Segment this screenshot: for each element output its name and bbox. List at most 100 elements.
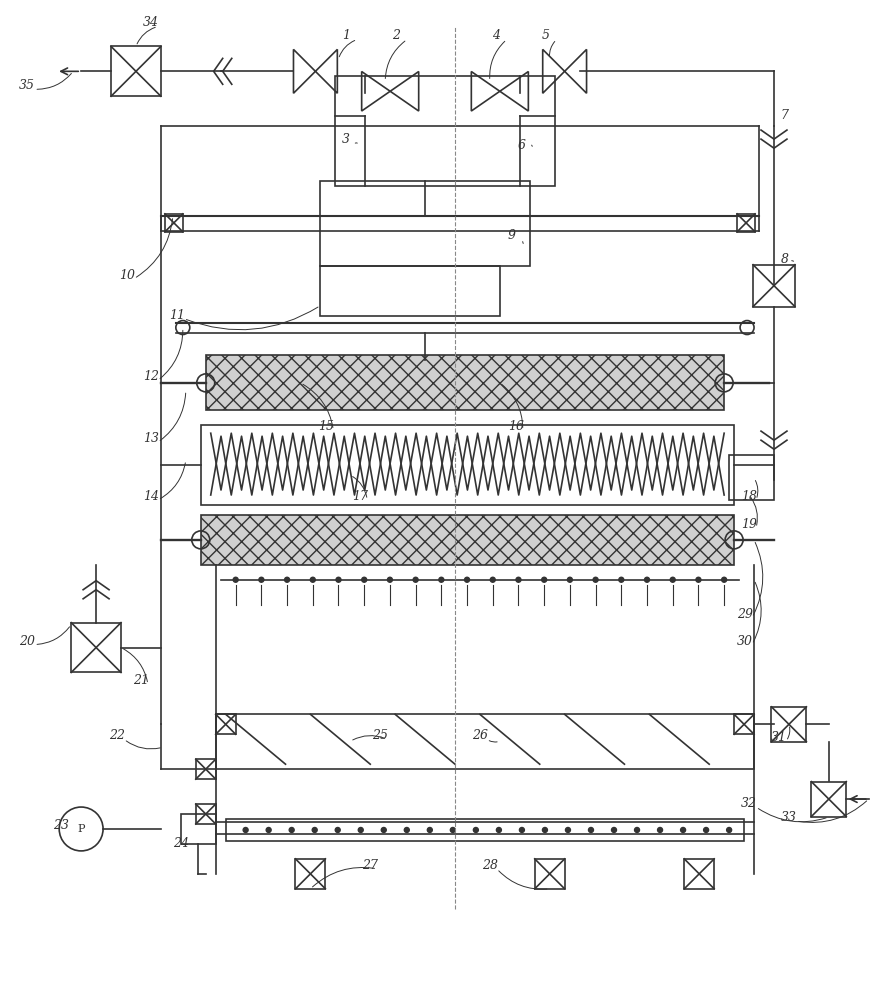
Circle shape: [233, 577, 238, 582]
Bar: [164, 214, 182, 232]
Text: 1: 1: [342, 29, 350, 42]
Bar: [200, 515, 733, 565]
Bar: [200, 425, 733, 505]
Circle shape: [404, 827, 409, 832]
Text: 35: 35: [20, 79, 35, 92]
Text: 19: 19: [740, 518, 756, 531]
Text: 25: 25: [372, 729, 388, 742]
Circle shape: [679, 827, 685, 832]
Text: 4: 4: [492, 29, 500, 42]
Text: 5: 5: [541, 29, 549, 42]
Text: 17: 17: [352, 490, 368, 503]
Circle shape: [519, 827, 524, 832]
Bar: [684, 859, 713, 889]
Bar: [729, 455, 773, 500]
Circle shape: [721, 577, 726, 582]
Text: P: P: [77, 824, 85, 834]
Circle shape: [496, 827, 501, 832]
Text: 14: 14: [143, 490, 159, 503]
Circle shape: [335, 827, 340, 832]
Circle shape: [426, 827, 432, 832]
Bar: [409, 360, 440, 380]
Text: 34: 34: [143, 16, 159, 29]
Circle shape: [593, 577, 597, 582]
Circle shape: [634, 827, 639, 832]
Circle shape: [516, 577, 520, 582]
Text: 8: 8: [780, 253, 789, 266]
Bar: [295, 859, 325, 889]
Bar: [752, 265, 794, 307]
Circle shape: [243, 827, 248, 832]
Circle shape: [258, 577, 264, 582]
Circle shape: [413, 577, 417, 582]
Text: 33: 33: [780, 811, 796, 824]
Bar: [771, 707, 805, 742]
Text: 13: 13: [143, 432, 159, 445]
Circle shape: [703, 827, 708, 832]
Bar: [733, 714, 754, 734]
Bar: [534, 859, 564, 889]
Circle shape: [450, 827, 455, 832]
Circle shape: [381, 827, 386, 832]
Circle shape: [358, 827, 363, 832]
Text: 3: 3: [342, 133, 350, 146]
Bar: [196, 804, 215, 824]
Text: 2: 2: [392, 29, 400, 42]
Circle shape: [464, 577, 469, 582]
Circle shape: [588, 827, 593, 832]
Bar: [225, 819, 743, 841]
Bar: [215, 714, 754, 769]
Text: 30: 30: [737, 635, 752, 648]
Circle shape: [541, 577, 546, 582]
Text: 28: 28: [481, 859, 497, 872]
Circle shape: [438, 577, 443, 582]
Circle shape: [618, 577, 623, 582]
Text: 16: 16: [507, 420, 523, 433]
Circle shape: [611, 827, 616, 832]
Circle shape: [670, 577, 674, 582]
Text: 29: 29: [737, 608, 752, 621]
Text: 9: 9: [507, 229, 515, 242]
Bar: [320, 181, 529, 266]
Circle shape: [387, 577, 392, 582]
Circle shape: [726, 827, 730, 832]
Bar: [111, 46, 161, 96]
Bar: [320, 266, 499, 316]
Circle shape: [565, 827, 569, 832]
Text: 22: 22: [109, 729, 125, 742]
Bar: [196, 759, 215, 779]
Circle shape: [657, 827, 662, 832]
Circle shape: [473, 827, 477, 832]
Text: 18: 18: [740, 490, 756, 503]
Circle shape: [361, 577, 367, 582]
Text: 21: 21: [133, 674, 148, 687]
Text: 6: 6: [518, 139, 525, 152]
Circle shape: [542, 827, 547, 832]
Text: 10: 10: [119, 269, 135, 282]
Text: 31: 31: [770, 731, 786, 744]
Circle shape: [335, 577, 341, 582]
Text: 15: 15: [318, 420, 334, 433]
Circle shape: [644, 577, 649, 582]
Circle shape: [266, 827, 271, 832]
Text: 26: 26: [471, 729, 487, 742]
Circle shape: [567, 577, 572, 582]
Bar: [206, 355, 723, 410]
Bar: [72, 623, 121, 672]
Text: 11: 11: [169, 309, 185, 322]
Circle shape: [696, 577, 700, 582]
Bar: [335, 76, 554, 186]
Text: 23: 23: [53, 819, 69, 832]
Circle shape: [312, 827, 316, 832]
Bar: [811, 782, 846, 817]
Text: 20: 20: [20, 635, 35, 648]
Bar: [215, 714, 235, 734]
Text: 12: 12: [143, 370, 159, 383]
Circle shape: [289, 827, 294, 832]
Text: 32: 32: [740, 797, 756, 810]
Circle shape: [284, 577, 290, 582]
Bar: [181, 814, 215, 844]
Bar: [737, 214, 755, 232]
Circle shape: [310, 577, 315, 582]
Text: 27: 27: [362, 859, 378, 872]
